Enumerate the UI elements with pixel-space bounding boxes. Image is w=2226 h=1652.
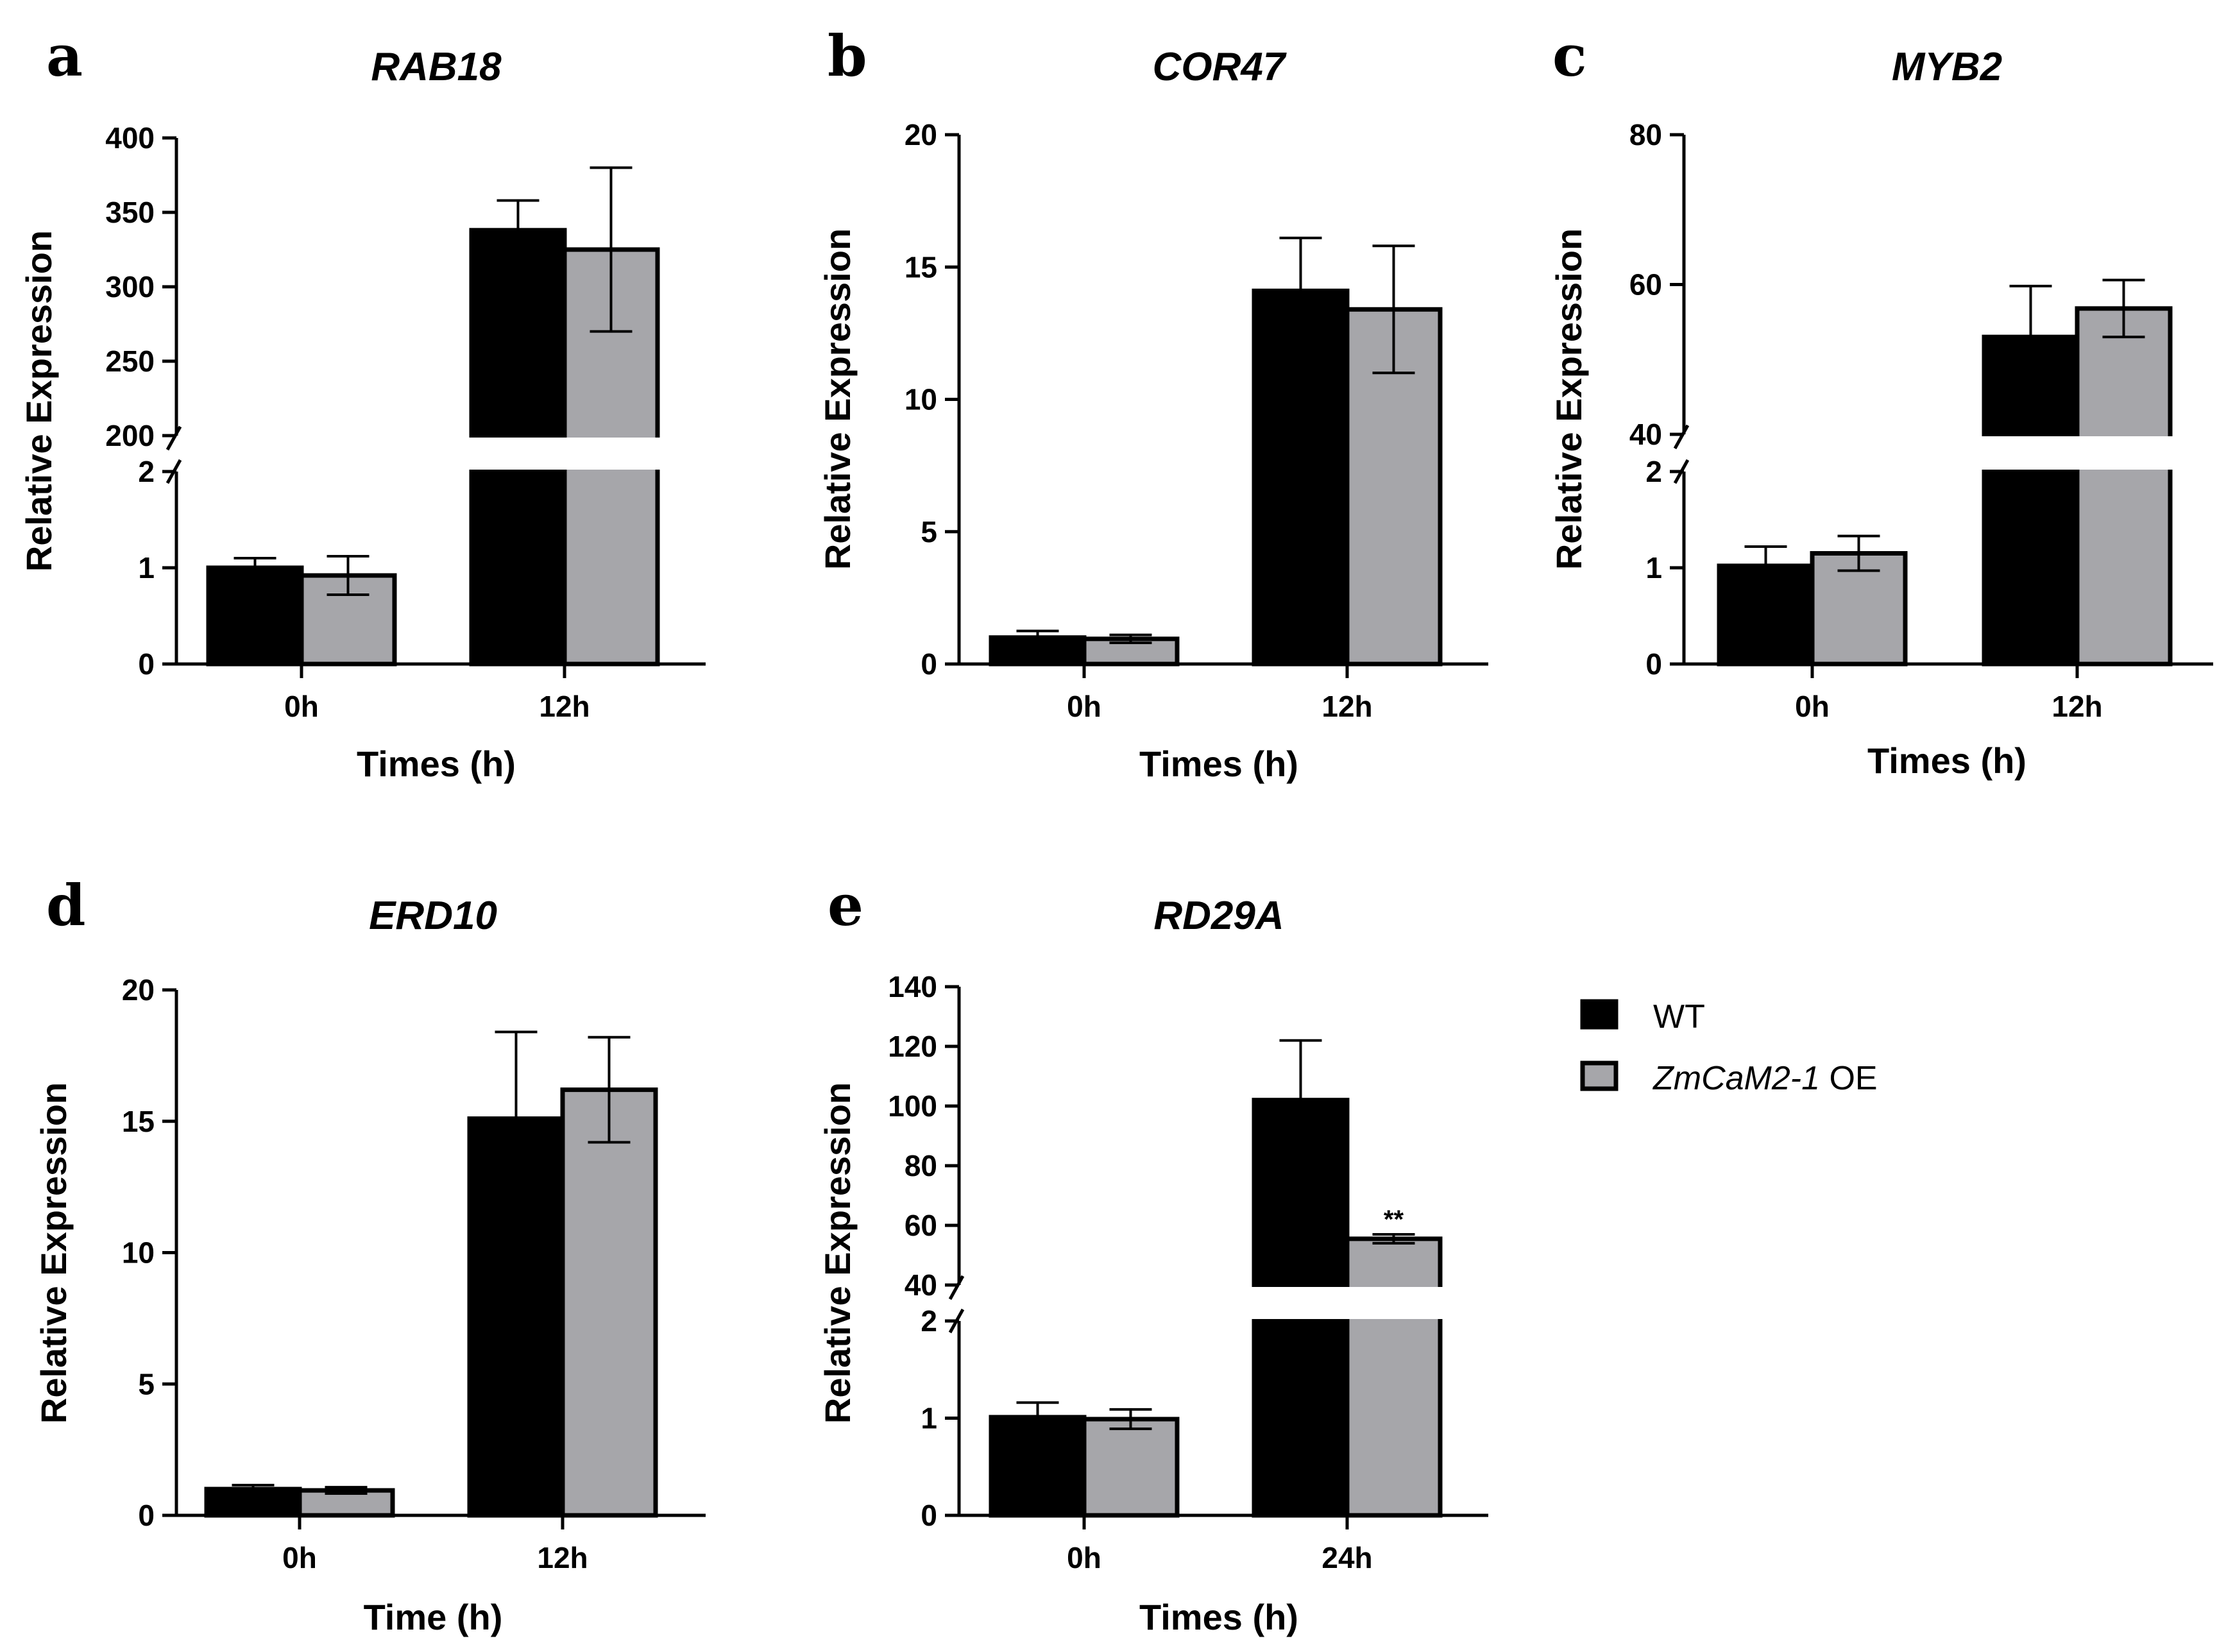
chart-title-b: COR47 bbox=[1153, 45, 1287, 89]
x-tick-label-b-0h: 0h bbox=[1067, 690, 1101, 723]
x-tick-label-d-12h: 12h bbox=[537, 1541, 588, 1574]
y-tick-label-e-5: 80 bbox=[905, 1149, 937, 1182]
axis-break-mark-upper-e bbox=[948, 1275, 965, 1300]
y-axis-title-e: Relative Expression bbox=[817, 1082, 858, 1424]
panel-letter-e: e bbox=[828, 872, 863, 939]
y-tick-label-a-6: 350 bbox=[105, 196, 155, 229]
y-tick-label-e-0: 0 bbox=[921, 1499, 937, 1532]
x-tick-label-b-12h: 12h bbox=[1321, 690, 1372, 723]
y-tick-label-a-2: 2 bbox=[138, 455, 155, 488]
y-tick-label-a-7: 400 bbox=[105, 121, 155, 155]
chart-title-d: ERD10 bbox=[369, 894, 497, 938]
panel-d: 0h 12h 0 5 10 15 20 d ERD10 Time (h) Relative Expr… bbox=[33, 872, 706, 1637]
bar-a-0h-s0 bbox=[206, 565, 304, 667]
x-tick-label-a-12h: 12h bbox=[539, 690, 590, 723]
legend-label-wt: WT bbox=[1653, 998, 1705, 1035]
axis-break-gap-e bbox=[946, 1287, 1495, 1319]
y-tick-label-e-7: 120 bbox=[888, 1030, 937, 1063]
y-tick-label-e-3: 40 bbox=[905, 1268, 937, 1302]
bar-d-12h-s1 bbox=[560, 1087, 658, 1518]
y-tick-label-c-1: 1 bbox=[1645, 551, 1662, 584]
chart-title-a: RAB18 bbox=[371, 45, 502, 89]
y-tick-label-b-2: 10 bbox=[905, 383, 937, 416]
y-tick-label-d-0: 0 bbox=[138, 1499, 155, 1532]
axis-break-gap-a bbox=[164, 438, 712, 470]
x-axis-title-d: Time (h) bbox=[364, 1597, 503, 1637]
x-tick-label-e-0h: 0h bbox=[1067, 1541, 1101, 1574]
panel-e: 0h 24h ** 0 1 240 60 80 100 120 140 e RD29A Times (h)… bbox=[817, 872, 1495, 1637]
panel-letter-b: b bbox=[828, 22, 867, 89]
y-tick-label-d-4: 20 bbox=[122, 973, 155, 1007]
x-tick-label-c-0h: 0h bbox=[1795, 690, 1830, 723]
bar-e-0h-s1 bbox=[1082, 1417, 1180, 1518]
bar-c-12h-s0 bbox=[1982, 334, 2080, 667]
y-tick-label-d-1: 5 bbox=[138, 1367, 155, 1401]
bar-e-24h-s1 bbox=[1345, 1236, 1443, 1518]
chart-title-e: RD29A bbox=[1153, 894, 1284, 938]
y-tick-label-a-5: 300 bbox=[105, 270, 155, 303]
y-tick-label-a-0: 0 bbox=[138, 647, 155, 681]
axis-break-gap-c bbox=[1671, 436, 2220, 470]
y-tick-label-e-1: 1 bbox=[921, 1402, 937, 1435]
axis-break-mark-upper-c bbox=[1673, 424, 1690, 450]
y-axis-title-b: Relative Expression bbox=[817, 228, 858, 570]
y-tick-label-e-2: 2 bbox=[921, 1304, 937, 1338]
y-tick-label-c-4: 60 bbox=[1629, 268, 1662, 302]
x-tick-label-c-12h: 12h bbox=[2052, 690, 2102, 723]
legend-label-oe-suffix: OE bbox=[1820, 1060, 1878, 1097]
panel-letter-c: c bbox=[1552, 22, 1587, 89]
x-axis-title-b: Times (h) bbox=[1139, 744, 1298, 784]
y-axis-title-a: Relative Expression bbox=[19, 230, 59, 572]
panel-letter-d: d bbox=[46, 872, 86, 939]
y-tick-label-d-3: 15 bbox=[122, 1105, 155, 1138]
y-tick-label-c-2: 2 bbox=[1645, 455, 1662, 488]
panel-c: 0h 12h 0 1 2 40 60 80 c MYB2 Times (h) Relative Exp… bbox=[1549, 22, 2220, 781]
x-tick-label-a-0h: 0h bbox=[284, 690, 319, 723]
y-tick-label-e-6: 100 bbox=[888, 1089, 937, 1123]
legend-swatch-oe bbox=[1580, 1060, 1619, 1091]
y-tick-label-d-2: 10 bbox=[122, 1236, 155, 1270]
y-tick-label-b-1: 5 bbox=[921, 515, 937, 549]
y-tick-label-a-1: 1 bbox=[138, 551, 155, 584]
x-axis-title-c: Times (h) bbox=[1867, 740, 2026, 781]
x-tick-label-e-24h: 24h bbox=[1321, 1541, 1372, 1574]
y-tick-label-e-8: 140 bbox=[888, 970, 937, 1003]
y-tick-label-c-0: 0 bbox=[1645, 647, 1662, 681]
panel-b: 0h 12h 0 5 10 15 20 b COR47 Times (h) Relative Exp… bbox=[817, 22, 1488, 784]
y-tick-label-a-3: 200 bbox=[105, 419, 155, 452]
y-tick-label-e-4: 60 bbox=[905, 1209, 937, 1242]
y-tick-label-b-0: 0 bbox=[921, 647, 937, 681]
y-tick-label-c-5: 80 bbox=[1629, 118, 1662, 151]
y-tick-label-a-4: 250 bbox=[105, 345, 155, 378]
legend-swatch-wt bbox=[1580, 999, 1619, 1030]
bar-c-12h-s1 bbox=[2075, 306, 2173, 667]
y-tick-label-b-4: 20 bbox=[905, 118, 937, 151]
x-tick-label-d-0h: 0h bbox=[282, 1541, 317, 1574]
y-axis-title-d: Relative Expression bbox=[33, 1082, 74, 1424]
bar-b-12h-s0 bbox=[1252, 288, 1350, 667]
significance-label-e: ** bbox=[1384, 1205, 1404, 1234]
legend: WT ZmCaM2-1 OE bbox=[1580, 998, 1878, 1097]
x-axis-title-e: Times (h) bbox=[1139, 1597, 1298, 1637]
chart-title-c: MYB2 bbox=[1892, 45, 2002, 89]
x-axis-title-a: Times (h) bbox=[357, 744, 516, 784]
legend-label-oe-gene: ZmCaM2-1 bbox=[1652, 1060, 1820, 1097]
y-tick-label-c-3: 40 bbox=[1629, 418, 1662, 451]
y-axis-title-c: Relative Expression bbox=[1549, 228, 1589, 570]
panel-letter-a: a bbox=[46, 22, 83, 89]
axis-break-mark-upper-a bbox=[166, 425, 182, 451]
y-tick-label-b-3: 15 bbox=[905, 250, 937, 284]
legend-label-oe: ZmCaM2-1 OE bbox=[1652, 1060, 1878, 1097]
